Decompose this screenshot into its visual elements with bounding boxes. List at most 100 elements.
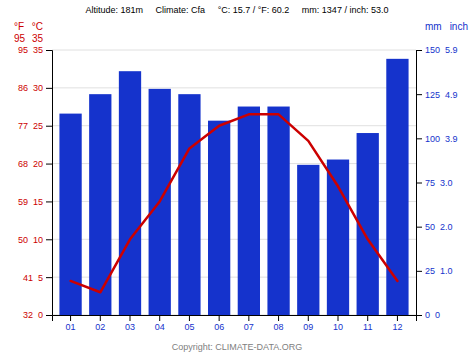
- tick: 50 2.0: [416, 222, 453, 232]
- tick-mark: [46, 164, 52, 165]
- tick-mark: [248, 315, 249, 321]
- tick-mark: [308, 315, 309, 321]
- tick-label: 02: [95, 322, 105, 332]
- annotation: mm: [425, 21, 442, 32]
- tick-label: 95 35: [18, 45, 43, 55]
- tick-label: 04: [155, 322, 165, 332]
- tick: 41 5: [23, 273, 52, 283]
- tick-label: 77 25: [18, 121, 43, 131]
- tick-mark: [278, 315, 279, 321]
- tick: 95 35: [18, 45, 52, 55]
- axis-line: [46, 51, 53, 316]
- annotation: inch: [450, 21, 468, 32]
- tick: 75 3.0: [416, 178, 453, 188]
- tick-label: 01: [66, 322, 76, 332]
- tick: 68 20: [18, 159, 52, 169]
- bar: [208, 121, 230, 315]
- tick-mark: [338, 315, 339, 321]
- tick-label: 03: [125, 322, 135, 332]
- annotation: 35: [32, 33, 44, 44]
- title: Altitude: 181m Climate: Cfa °C: 15.7 / °…: [86, 5, 389, 15]
- tick-label: 25 1.0: [425, 266, 453, 276]
- marks: [59, 59, 408, 315]
- tick-mark: [46, 126, 52, 127]
- tick-mark: [416, 271, 422, 272]
- tick-mark: [130, 315, 131, 321]
- bar: [178, 94, 200, 315]
- tick-mark: [159, 315, 160, 321]
- grid-line: [52, 87, 416, 88]
- tick-mark: [46, 88, 52, 89]
- bar: [386, 59, 408, 315]
- tick-label: 125 4.9: [425, 90, 458, 100]
- tick-label: 50 2.0: [425, 222, 453, 232]
- tick: 59 15: [18, 197, 52, 207]
- tick-mark: [46, 201, 52, 202]
- tick: 01: [66, 315, 76, 332]
- tick: 05: [184, 315, 194, 332]
- tick-label: 0 0: [425, 310, 440, 320]
- tick: 50 10: [18, 235, 52, 245]
- annotation: Copyright: CLIMATE-DATA.ORG: [172, 342, 303, 352]
- tick: 77 25: [18, 121, 52, 131]
- tick-label: 86 30: [18, 83, 43, 93]
- tick: 11: [363, 315, 372, 332]
- chart: 01 02 03 04 05 06 07 08 09 10 11 12 32 0 41 5 50 10 59 …: [0, 0, 474, 355]
- tick-mark: [219, 315, 220, 321]
- tick: 06: [214, 315, 224, 332]
- tick: 25 1.0: [416, 266, 453, 276]
- tick-mark: [70, 315, 71, 321]
- grid: [52, 50, 416, 315]
- bar: [267, 107, 289, 315]
- tick-label: 100 3.9: [425, 134, 458, 144]
- bar: [327, 160, 349, 315]
- axis-line: [53, 316, 417, 322]
- axis-line: [417, 51, 423, 316]
- x-axis: 01 02 03 04 05 06 07 08 09 10 11 12: [53, 315, 417, 332]
- tick-mark: [397, 315, 398, 321]
- annotation: °C: [32, 21, 43, 32]
- tick-mark: [416, 183, 422, 184]
- tick-label: 50 10: [18, 235, 43, 245]
- tick: 0 0: [416, 310, 440, 320]
- y2-axis: 0 0 25 1.0 50 2.0 75 3.0 100 3.9 125 4.9 150 5…: [416, 45, 458, 320]
- tick: 100 3.9: [416, 134, 458, 144]
- grid-line: [52, 50, 416, 51]
- tick-label: 12: [392, 322, 402, 332]
- tick-label: 11: [363, 322, 372, 332]
- tick-label: 75 3.0: [425, 178, 453, 188]
- tick-label: 08: [274, 322, 284, 332]
- y-axis: 32 0 41 5 50 10 59 15 68 20 77 25 86 30 95 35: [18, 45, 53, 320]
- tick-mark: [367, 315, 368, 321]
- tick-mark: [46, 277, 52, 278]
- tick: 03: [125, 315, 135, 332]
- tick: 125 4.9: [416, 90, 458, 100]
- tick-mark: [416, 50, 422, 51]
- tick: 10: [333, 315, 343, 332]
- tick: 32 0: [23, 310, 52, 320]
- tick-label: 09: [303, 322, 313, 332]
- tick-label: 07: [244, 322, 254, 332]
- bar: [89, 94, 111, 315]
- tick-mark: [189, 315, 190, 321]
- tick-label: 05: [184, 322, 194, 332]
- tick-label: 59 15: [18, 197, 43, 207]
- tick: 04: [155, 315, 165, 332]
- tick-label: 32 0: [23, 310, 43, 320]
- bar: [297, 165, 319, 315]
- tick-label: 68 20: [18, 159, 43, 169]
- tick: 02: [95, 315, 105, 332]
- bar-series: [59, 59, 408, 315]
- tick-mark: [46, 239, 52, 240]
- bar: [119, 71, 141, 315]
- annotation: °F: [14, 21, 24, 32]
- line: [71, 114, 398, 292]
- tick: 86 30: [18, 83, 52, 93]
- tick: 08: [274, 315, 284, 332]
- tick-mark: [416, 94, 422, 95]
- tick-label: 06: [214, 322, 224, 332]
- tick-label: 41 5: [23, 273, 43, 283]
- tick-label: 150 5.9: [425, 45, 458, 55]
- tick-mark: [416, 315, 422, 316]
- tick: 12: [392, 315, 402, 332]
